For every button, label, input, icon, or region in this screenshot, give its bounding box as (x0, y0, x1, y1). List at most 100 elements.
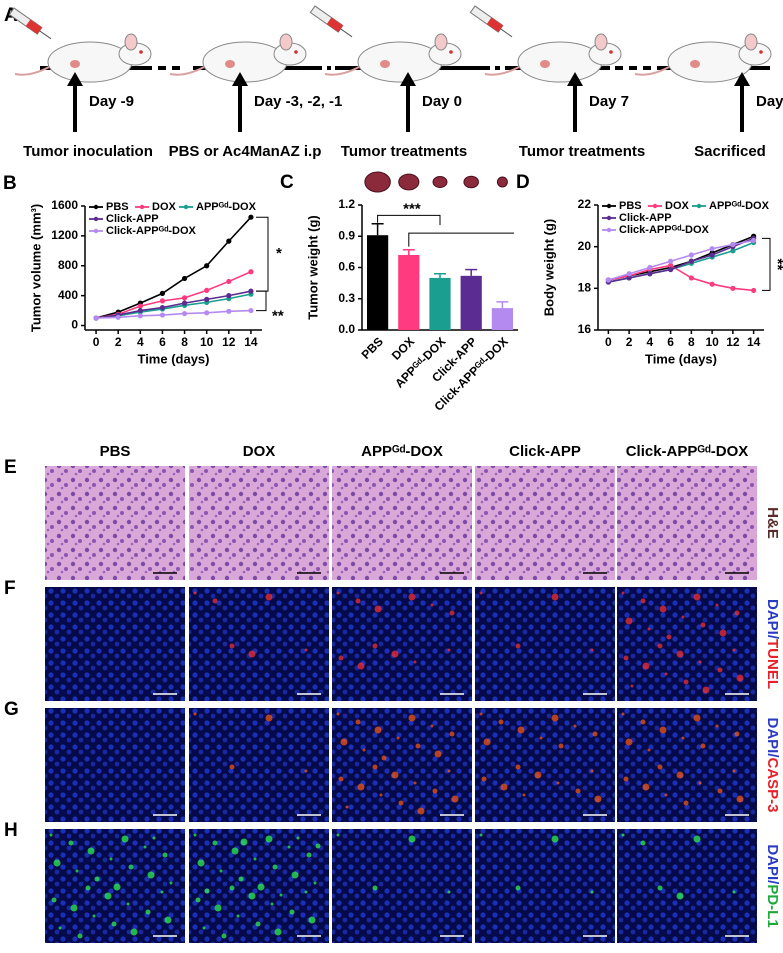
data-point (626, 271, 632, 277)
stain-signal (479, 591, 483, 595)
data-point (668, 262, 674, 269)
day-label: Day 7 (589, 93, 629, 110)
stain-signal (270, 902, 274, 906)
data-point (688, 252, 694, 258)
micrograph (617, 466, 757, 580)
stain-signal (308, 916, 316, 924)
stain-signal (257, 883, 265, 891)
stain-signal (551, 835, 559, 843)
stain-signal (315, 843, 321, 849)
arrow-head (232, 72, 248, 86)
stain-signal (534, 771, 542, 779)
arrow-head (67, 72, 83, 86)
stain-signal (515, 885, 521, 891)
day-label: Day 14 (756, 93, 783, 110)
stain-signal (479, 712, 483, 716)
arrow-head (734, 72, 750, 86)
stain-signal (391, 650, 399, 658)
micrograph (45, 466, 185, 580)
stain-signal (58, 926, 62, 930)
stain-signal (430, 603, 434, 607)
tumor-photo (463, 175, 479, 189)
bar (429, 277, 451, 330)
day-label: Day -9 (89, 93, 134, 110)
stain-signal (340, 738, 348, 746)
micrograph (189, 587, 329, 701)
y-tick-label: 1.2 (338, 197, 355, 211)
stain-signal (681, 615, 685, 619)
arrow-head (567, 72, 583, 86)
data-point (204, 287, 210, 294)
stain-signal (449, 610, 455, 616)
stain-signal (732, 890, 736, 894)
micrograph (475, 587, 615, 701)
stain-label-part: DAPI/ (764, 599, 781, 640)
stain-signal (49, 833, 53, 837)
panel-letter: H (4, 820, 18, 841)
data-point (181, 310, 188, 317)
stain-signal (702, 686, 710, 694)
panel-letter: D (516, 172, 530, 193)
legend-label: APPᴳᵈ-DOX (196, 201, 257, 213)
data-point (137, 313, 143, 319)
stain-signal (659, 726, 667, 734)
y-tick-label: 800 (58, 258, 78, 272)
stain-signal (590, 648, 594, 652)
tumor-photo (398, 173, 420, 191)
stain-signal (642, 783, 650, 791)
stain-label: DAPI/PD-L1 (764, 844, 781, 927)
stain-signal (231, 847, 239, 855)
stain-signal (415, 743, 421, 749)
stain-label: DAPI/TUNEL (764, 599, 781, 689)
stain-signal (621, 712, 625, 716)
x-tick-label: 10 (705, 335, 719, 349)
tumor-photo (496, 176, 508, 188)
stain-signal (732, 648, 736, 652)
micrograph (332, 587, 472, 701)
legend-marker (183, 204, 189, 210)
stain-signal (736, 674, 744, 682)
stain-signal (111, 921, 117, 927)
stain-signal (413, 660, 417, 664)
x-tick-label: 14 (244, 335, 258, 349)
micrograph (189, 708, 329, 822)
micrograph (475, 829, 615, 943)
stain-signal (500, 783, 508, 791)
stain-signal (374, 605, 382, 613)
data-point (159, 298, 166, 304)
stain-label-part: DAPI/ (764, 717, 781, 758)
legend-marker (139, 204, 145, 210)
x-tick-label: DOX (389, 334, 417, 362)
y-tick-label: 16 (578, 322, 592, 336)
stain-signal (483, 738, 491, 746)
x-tick-label: 8 (688, 335, 695, 349)
stain-signal (590, 769, 594, 773)
legend-marker (652, 203, 658, 209)
stain-signal (255, 921, 261, 927)
stain-signal (676, 771, 684, 779)
stain-signal (698, 781, 702, 785)
stain-signal (272, 864, 278, 870)
data-point (226, 293, 232, 299)
stain-signal (408, 835, 416, 843)
stain-signal (517, 726, 525, 734)
series-line (95, 271, 252, 319)
stain-signal (391, 771, 399, 779)
stain-signal (152, 836, 156, 840)
x-tick-label: 0 (605, 335, 612, 349)
stain-signal (202, 926, 206, 930)
stain-signal (551, 714, 559, 722)
stain-signal (640, 840, 646, 846)
stain-signal (676, 892, 684, 900)
legend-label: Click-APP (619, 212, 672, 224)
x-tick-label: 0 (93, 335, 100, 349)
legend-label: Click-APPᴳᵈ-DOX (106, 225, 197, 237)
stain-signal (625, 738, 633, 746)
stain-signal (214, 904, 222, 912)
stain-signal (77, 933, 83, 939)
stain-signal (219, 869, 223, 873)
x-tick-label: 12 (726, 335, 740, 349)
stain-label-part: TUNEL (764, 639, 781, 689)
